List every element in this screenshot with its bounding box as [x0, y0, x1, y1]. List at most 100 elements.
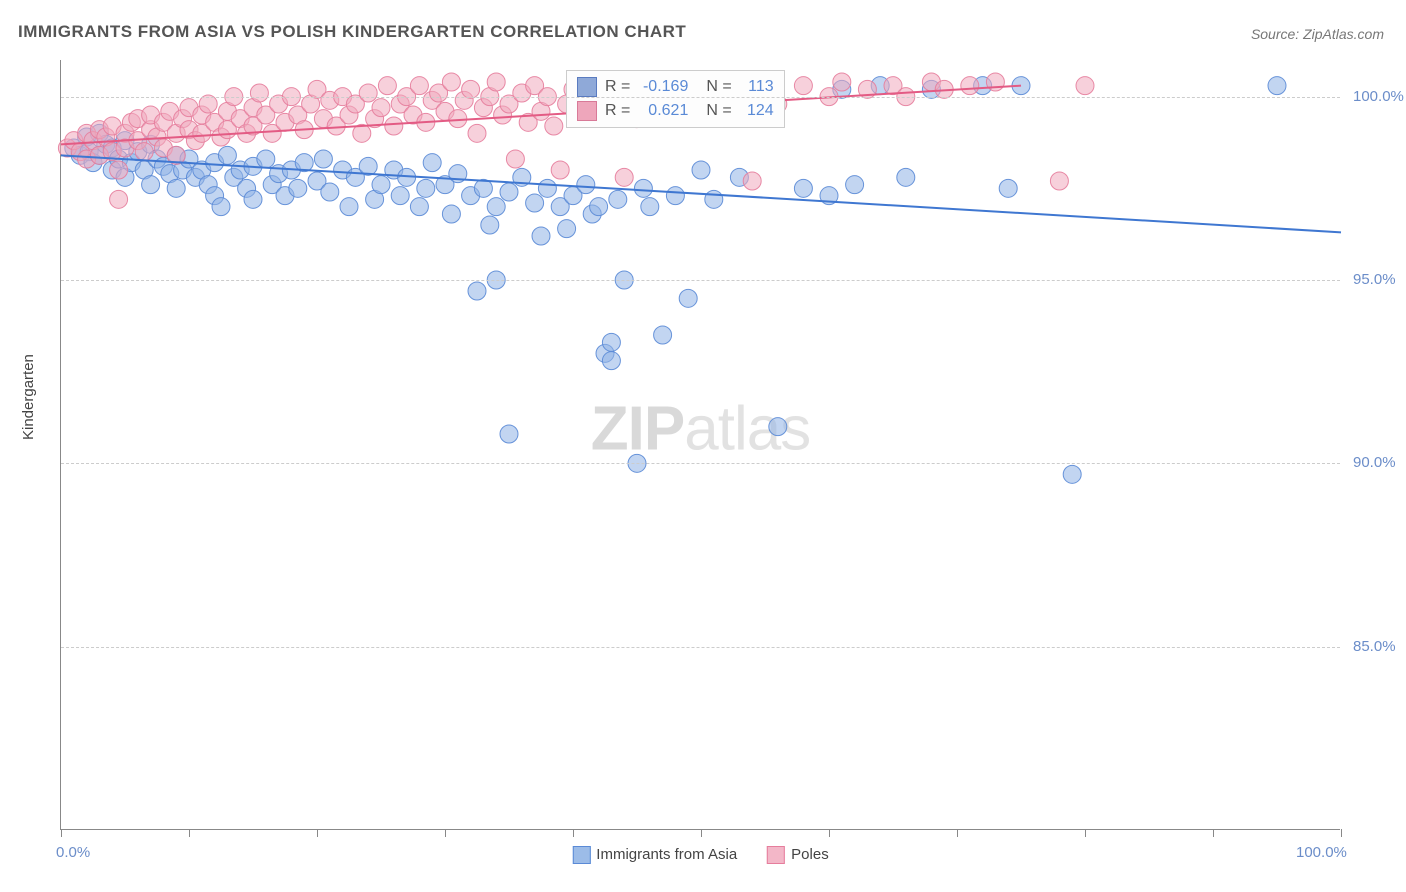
stats-r-label: R = — [605, 99, 630, 123]
x-tick — [445, 829, 446, 837]
scatter-point — [1063, 465, 1081, 483]
stats-n-value: 113 — [740, 75, 774, 99]
scatter-point — [679, 289, 697, 307]
scatter-point — [743, 172, 761, 190]
scatter-point — [794, 77, 812, 95]
scatter-point — [110, 161, 128, 179]
stats-n-label: N = — [706, 99, 731, 123]
legend: Immigrants from Asia Poles — [572, 846, 828, 864]
legend-swatch — [767, 846, 785, 864]
scatter-point — [462, 80, 480, 98]
scatter-point — [897, 168, 915, 186]
source-attribution: Source: ZipAtlas.com — [1251, 26, 1384, 42]
x-tick-label: 100.0% — [1296, 844, 1347, 861]
scatter-point — [500, 425, 518, 443]
scatter-point — [846, 176, 864, 194]
scatter-point — [769, 418, 787, 436]
source-label: Source: — [1251, 26, 1299, 42]
scatter-point — [257, 150, 275, 168]
scatter-point — [705, 190, 723, 208]
scatter-point — [545, 117, 563, 135]
scatter-point — [615, 168, 633, 186]
scatter-point — [244, 190, 262, 208]
scatter-point — [794, 179, 812, 197]
scatter-point — [372, 176, 390, 194]
scatter-point — [654, 326, 672, 344]
scatter-point — [558, 220, 576, 238]
legend-swatch — [572, 846, 590, 864]
scatter-point — [999, 179, 1017, 197]
x-tick — [573, 829, 574, 837]
legend-label: Poles — [791, 846, 829, 863]
source-value: ZipAtlas.com — [1303, 26, 1384, 42]
stats-r-value: -0.169 — [638, 75, 688, 99]
scatter-point — [135, 143, 153, 161]
gridline — [61, 463, 1340, 464]
scatter-point — [142, 176, 160, 194]
scatter-point — [167, 179, 185, 197]
x-tick — [317, 829, 318, 837]
scatter-point — [538, 179, 556, 197]
scatter-point — [833, 73, 851, 91]
scatter-point — [500, 183, 518, 201]
y-tick-label: 85.0% — [1353, 638, 1396, 655]
x-tick — [1341, 829, 1342, 837]
chart-svg — [61, 60, 1340, 829]
scatter-point — [961, 77, 979, 95]
scatter-point — [410, 77, 428, 95]
scatter-point — [634, 179, 652, 197]
scatter-point — [385, 117, 403, 135]
scatter-point — [609, 190, 627, 208]
x-tick-label: 0.0% — [56, 844, 90, 861]
scatter-point — [410, 198, 428, 216]
stats-row: R =0.621N =124 — [577, 99, 774, 123]
legend-label: Immigrants from Asia — [596, 846, 737, 863]
scatter-point — [391, 187, 409, 205]
scatter-point — [481, 216, 499, 234]
scatter-point — [1076, 77, 1094, 95]
x-tick — [189, 829, 190, 837]
gridline — [61, 97, 1340, 98]
scatter-point — [212, 198, 230, 216]
scatter-point — [551, 161, 569, 179]
scatter-point — [1050, 172, 1068, 190]
chart-title: IMMIGRANTS FROM ASIA VS POLISH KINDERGAR… — [18, 22, 686, 42]
scatter-point — [372, 99, 390, 117]
scatter-point — [199, 95, 217, 113]
scatter-point — [487, 73, 505, 91]
legend-item: Immigrants from Asia — [572, 846, 737, 864]
scatter-point — [577, 176, 595, 194]
scatter-point — [602, 352, 620, 370]
scatter-point — [641, 198, 659, 216]
stats-n-value: 124 — [740, 99, 774, 123]
scatter-point — [314, 150, 332, 168]
stats-box: R =-0.169N =113R =0.621N =124 — [566, 70, 785, 128]
plot-area: ZIPatlas R =-0.169N =113R =0.621N =124 I… — [60, 60, 1340, 830]
stats-r-label: R = — [605, 75, 630, 99]
y-tick-label: 95.0% — [1353, 271, 1396, 288]
scatter-point — [506, 150, 524, 168]
gridline — [61, 280, 1340, 281]
scatter-point — [359, 84, 377, 102]
scatter-point — [449, 110, 467, 128]
x-tick — [61, 829, 62, 837]
scatter-point — [218, 146, 236, 164]
scatter-point — [423, 154, 441, 172]
scatter-point — [602, 333, 620, 351]
y-tick-label: 90.0% — [1353, 454, 1396, 471]
x-tick — [957, 829, 958, 837]
scatter-point — [692, 161, 710, 179]
scatter-point — [487, 198, 505, 216]
scatter-point — [417, 179, 435, 197]
scatter-point — [532, 227, 550, 245]
x-tick — [1213, 829, 1214, 837]
x-tick — [701, 829, 702, 837]
scatter-point — [110, 190, 128, 208]
scatter-point — [1268, 77, 1286, 95]
scatter-point — [250, 84, 268, 102]
x-tick — [829, 829, 830, 837]
scatter-point — [468, 124, 486, 142]
scatter-point — [321, 183, 339, 201]
x-tick — [1085, 829, 1086, 837]
scatter-point — [666, 187, 684, 205]
